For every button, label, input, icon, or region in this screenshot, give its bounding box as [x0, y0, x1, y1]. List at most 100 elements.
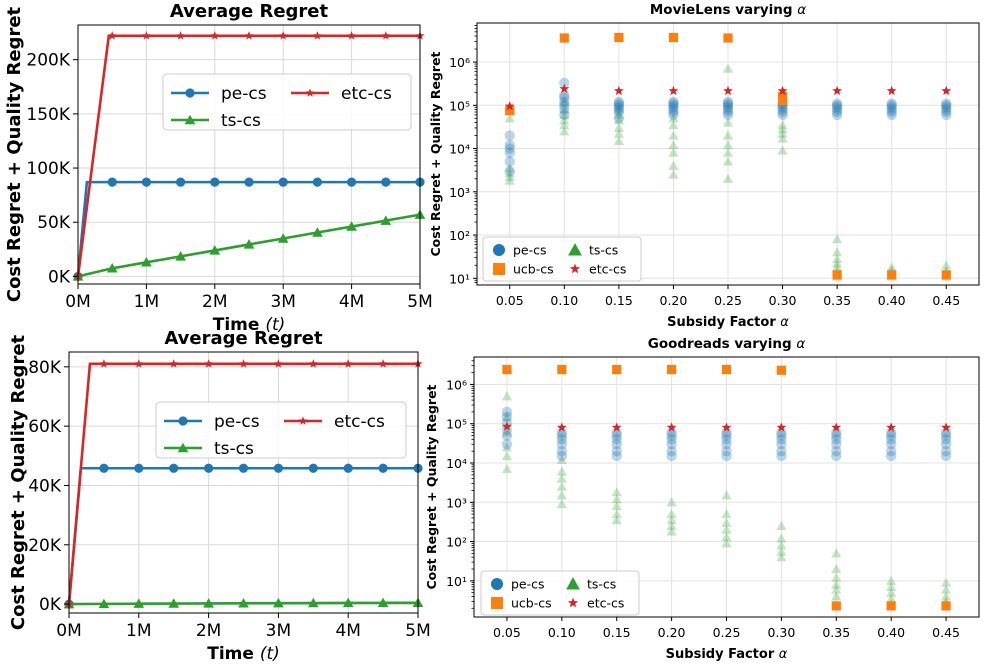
- data-point-pe-cs: [668, 96, 679, 108]
- data-point-ts-cs: [613, 128, 624, 138]
- data-point-pe-cs: [886, 102, 897, 113]
- data-point-pe-cs: [559, 90, 570, 101]
- data-point-ts-cs: [556, 481, 567, 491]
- x-axis-label-var: α: [780, 315, 789, 330]
- data-point-ts-cs: [203, 598, 214, 608]
- data-point-ts-cs: [722, 63, 734, 73]
- data-point-ts-cs: [832, 247, 843, 257]
- x-tick-label: 0.10: [550, 293, 578, 308]
- data-point-ucb-cs: [612, 364, 622, 375]
- data-point-ts-cs: [501, 391, 512, 401]
- data-point-pe-cs: [886, 100, 897, 111]
- y-tick-label: 10⁶: [449, 55, 470, 70]
- x-tick-label: 1M: [126, 621, 151, 641]
- data-point-pe-cs: [941, 98, 952, 109]
- scatter-chart-1: 0.05 0.10 0.15 0.20 0.25 0.30 0.35 0.40 0.45 10¹ 1…: [428, 2, 980, 330]
- data-point-etc-cs: [941, 422, 952, 432]
- data-point-pe-cs: [776, 445, 787, 457]
- data-point-pe-cs: [559, 104, 570, 115]
- data-point-etc-cs: [723, 85, 733, 96]
- x-tick-label: 0.15: [603, 625, 631, 640]
- data-point-ts-cs: [501, 411, 512, 421]
- data-point-ts-cs: [559, 96, 570, 106]
- data-point-ts-cs: [501, 427, 512, 437]
- y-tick-label: 50K: [37, 213, 71, 233]
- chart-title: Goodreads varying α: [648, 336, 806, 352]
- x-tick-label: 0.30: [767, 625, 795, 640]
- data-point-pe-cs: [611, 427, 622, 438]
- data-point-ts-cs: [238, 597, 249, 608]
- data-point-ts-cs: [777, 119, 788, 130]
- legend-label-ts-cs: ts-cs: [221, 111, 261, 131]
- legend-marker-etc-cs: [298, 416, 308, 425]
- data-point-etc-cs: [666, 422, 677, 432]
- x-tick-label: 0.35: [822, 625, 850, 640]
- data-point-etc-cs: [501, 421, 512, 431]
- x-tick-label: 0.25: [713, 625, 741, 640]
- x-axis-label: Subsidy Factor α: [667, 315, 789, 330]
- data-point-pe-cs: [308, 463, 318, 473]
- x-tick-label: 0.40: [878, 293, 906, 308]
- data-point-etc-cs: [347, 31, 357, 40]
- data-point-ucb-cs: [886, 601, 896, 611]
- data-point-pe-cs: [613, 98, 625, 109]
- y-tick-label: 200K: [26, 51, 70, 71]
- y-tick-label: 10²: [446, 535, 467, 550]
- data-point-pe-cs: [668, 102, 679, 113]
- data-point-pe-cs: [940, 450, 952, 462]
- legend-label-ucb-cs: ucb-cs: [513, 262, 554, 277]
- x-tick-label: 0.20: [658, 625, 686, 640]
- data-point-pe-cs: [244, 177, 254, 187]
- data-point-pe-cs: [668, 104, 679, 115]
- x-tick-label: 4M: [339, 292, 364, 312]
- data-point-pe-cs: [238, 463, 249, 473]
- x-tick-label: 0.05: [493, 625, 521, 640]
- data-point-etc-cs: [941, 85, 952, 96]
- data-point-pe-cs: [831, 100, 843, 111]
- data-point-pe-cs: [776, 450, 787, 462]
- y-tick-label: 10²: [449, 228, 470, 243]
- data-point-ts-cs: [776, 533, 787, 543]
- x-tick-label: 0.15: [605, 293, 633, 308]
- data-point-ts-cs: [832, 253, 843, 264]
- data-point-pe-cs: [940, 427, 952, 438]
- data-point-ucb-cs: [832, 270, 842, 280]
- data-point-pe-cs: [556, 434, 568, 445]
- x-tick-label: 5M: [405, 621, 430, 641]
- data-point-ts-cs: [504, 175, 515, 185]
- x-tick-label: 0.05: [496, 293, 524, 308]
- data-point-pe-cs: [613, 113, 625, 124]
- data-point-etc-cs: [169, 359, 179, 368]
- data-point-pe-cs: [886, 104, 897, 115]
- x-axis-label-var: (t): [265, 315, 285, 335]
- data-point-ucb-cs: [721, 364, 732, 375]
- data-point-pe-cs: [347, 177, 357, 187]
- data-point-pe-cs: [668, 98, 679, 109]
- x-tick-label: 0.40: [877, 625, 905, 640]
- data-point-pe-cs: [381, 177, 391, 187]
- data-point-etc-cs: [721, 422, 732, 432]
- data-point-pe-cs: [378, 463, 388, 473]
- chart-title: Average Regret: [170, 1, 329, 22]
- data-point-pe-cs: [831, 450, 842, 462]
- data-point-pe-cs: [668, 106, 679, 118]
- data-point-ts-cs: [832, 234, 843, 244]
- data-point-ts-cs: [141, 257, 152, 267]
- data-point-etc-cs: [832, 85, 843, 96]
- data-point-ucb-cs: [667, 364, 677, 375]
- data-point-pe-cs: [940, 434, 952, 445]
- data-point-pe-cs: [176, 177, 186, 187]
- data-point-etc-cs: [278, 31, 288, 40]
- x-tick-label: 2M: [202, 292, 227, 312]
- y-tick-label: 150K: [26, 105, 70, 125]
- data-point-pe-cs: [343, 463, 353, 473]
- data-point-pe-cs: [666, 427, 677, 438]
- series-line-pe-cs: [67, 466, 418, 605]
- data-point-ts-cs: [777, 128, 788, 138]
- data-point-ucb-cs: [668, 32, 679, 43]
- data-point-ts-cs: [668, 130, 679, 140]
- data-point-ts-cs: [941, 584, 952, 594]
- data-point-pe-cs: [721, 427, 732, 438]
- data-point-ts-cs: [346, 221, 357, 231]
